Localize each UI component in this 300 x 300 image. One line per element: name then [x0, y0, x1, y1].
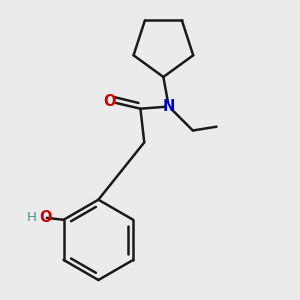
Text: H: H	[26, 211, 36, 224]
Text: N: N	[163, 99, 175, 114]
Text: O: O	[39, 210, 52, 225]
Text: O: O	[103, 94, 116, 109]
